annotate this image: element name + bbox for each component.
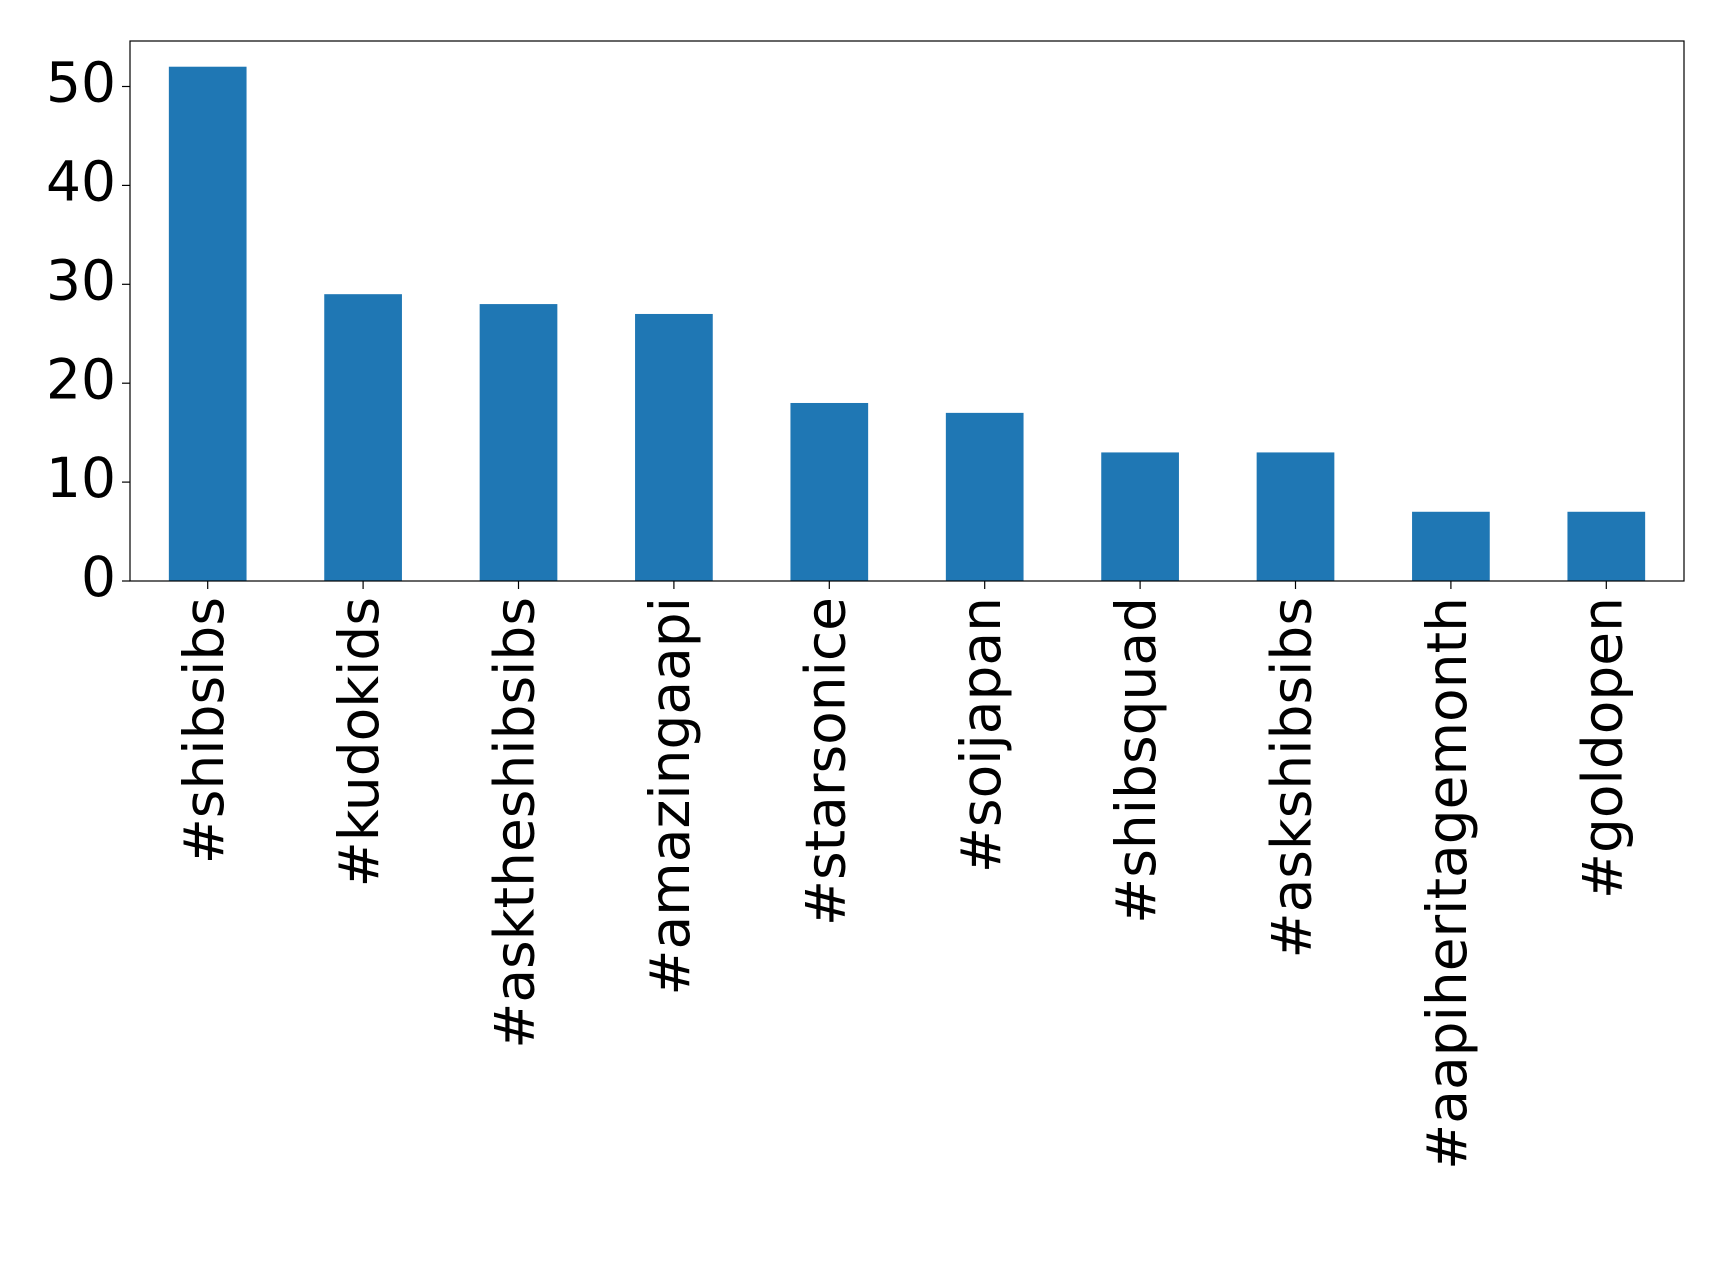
y-tick-label: 0 (81, 545, 116, 609)
x-tick-label: #shibsquad (1104, 597, 1168, 924)
x-tick-label: #askshibsibs (1260, 597, 1324, 959)
bar (945, 412, 1024, 581)
y-tick-label: 50 (46, 51, 116, 115)
y-tick-label: 40 (46, 150, 116, 214)
x-tick-label: #aapiheritagemonth (1415, 597, 1479, 1170)
y-tick-label: 20 (46, 347, 116, 411)
x-tick-label: #kudokids (327, 597, 391, 887)
x-tick-label: #soijapan (949, 597, 1013, 873)
x-tick-label: #shibsibs (172, 597, 236, 864)
bar (635, 313, 713, 581)
bar (1412, 511, 1490, 581)
y-tick-label: 30 (46, 248, 116, 312)
bar (1567, 511, 1646, 581)
bar (1256, 452, 1335, 581)
plot-frame (129, 40, 1685, 582)
bar (168, 66, 247, 581)
bar (324, 294, 402, 581)
bar (1101, 452, 1179, 581)
bar (790, 402, 869, 581)
x-tick-label: #amazingaapi (638, 597, 702, 996)
y-tick-label: 10 (46, 446, 116, 510)
x-tick-label: #starsonice (793, 597, 857, 926)
bar (479, 304, 558, 581)
x-tick-label: #asktheshibsibs (483, 597, 547, 1049)
x-tick-label: #goldopen (1570, 597, 1634, 899)
